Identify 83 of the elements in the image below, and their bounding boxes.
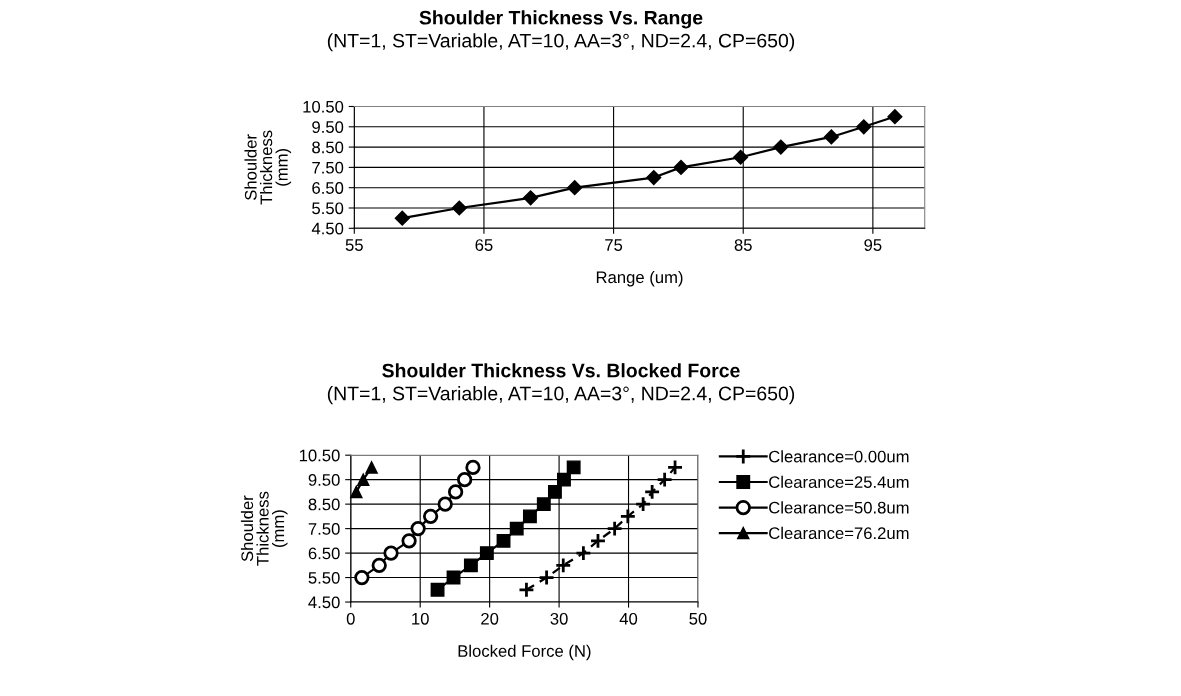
legend-label: Clearance=0.00um bbox=[769, 450, 909, 463]
point bbox=[547, 484, 562, 499]
legend-label: Clearance=50.8um bbox=[769, 501, 909, 514]
y-axis-title: Shoulder Thickness (mm) bbox=[244, 130, 292, 205]
x-tick-label: 50 bbox=[689, 612, 707, 625]
point bbox=[733, 149, 749, 165]
point bbox=[536, 497, 551, 512]
legend-label: Clearance=76.2um bbox=[769, 526, 909, 540]
point bbox=[554, 556, 572, 574]
point bbox=[518, 581, 535, 599]
y-tick-label: 5.50 bbox=[308, 571, 340, 584]
point bbox=[522, 509, 537, 524]
point bbox=[523, 190, 539, 206]
point bbox=[357, 473, 370, 486]
x-tick-label: 30 bbox=[550, 612, 568, 625]
y-tick-label: 7.50 bbox=[312, 161, 344, 174]
y-tick-label: 4.50 bbox=[311, 222, 344, 235]
point bbox=[354, 569, 370, 586]
point bbox=[394, 210, 410, 226]
point bbox=[365, 461, 378, 474]
point bbox=[410, 520, 426, 537]
point bbox=[383, 545, 399, 561]
point bbox=[567, 180, 583, 196]
point bbox=[430, 582, 445, 597]
y-tick-label: 9.50 bbox=[312, 121, 344, 133]
y-tick-label: 8.50 bbox=[308, 498, 340, 511]
y-axis-title: Shoulder Thickness (mm) bbox=[240, 491, 288, 566]
point bbox=[371, 557, 387, 573]
chart-title: Shoulder Thickness Vs. Range bbox=[419, 10, 703, 29]
x-tick-label: 40 bbox=[619, 612, 638, 625]
y-tick-label: 6.50 bbox=[312, 182, 344, 194]
point bbox=[350, 485, 363, 499]
point bbox=[673, 159, 689, 175]
point bbox=[422, 508, 439, 525]
x-tick-label: 85 bbox=[734, 239, 752, 251]
point bbox=[557, 472, 571, 487]
point bbox=[773, 139, 789, 155]
point bbox=[447, 484, 464, 500]
point bbox=[656, 471, 673, 488]
point bbox=[643, 483, 661, 501]
x-tick-label: 75 bbox=[605, 239, 623, 251]
x-tick-label: 55 bbox=[345, 239, 363, 251]
point bbox=[646, 169, 662, 186]
chart-subtitle: (NT=1, ST=Variable, AT=10, AA=3°, ND=2.4, CP=650) bbox=[327, 386, 795, 405]
point bbox=[619, 508, 637, 525]
x-tick-label: 20 bbox=[481, 612, 499, 625]
chart-subtitle: (NT=1, ST=Variable, AT=10, AA=3°, ND=2.4, CP=650) bbox=[327, 33, 795, 52]
point bbox=[538, 569, 555, 586]
point bbox=[463, 558, 478, 573]
x-tick-label: 10 bbox=[412, 612, 429, 625]
y-tick-label: 10.50 bbox=[303, 100, 344, 113]
x-tick-label: 95 bbox=[864, 239, 882, 251]
y-tick-label: 5.50 bbox=[312, 202, 344, 215]
x-axis-title: Blocked Force (N) bbox=[458, 644, 591, 661]
x-axis-title: Range (um) bbox=[596, 270, 683, 287]
y-tick-label: 8.50 bbox=[312, 141, 344, 154]
point bbox=[566, 460, 581, 475]
point bbox=[457, 472, 473, 488]
point bbox=[509, 521, 524, 536]
point bbox=[479, 546, 494, 561]
legend-label: Clearance=25.4um bbox=[769, 475, 909, 489]
y-tick-label: 7.50 bbox=[308, 523, 340, 535]
y-tick-label: 4.50 bbox=[308, 596, 340, 609]
point bbox=[451, 200, 467, 216]
point bbox=[401, 533, 417, 549]
x-tick-label: 65 bbox=[475, 239, 493, 251]
point bbox=[856, 119, 872, 135]
y-tick-label: 9.50 bbox=[308, 474, 340, 486]
y-tick-label: 10.50 bbox=[299, 449, 340, 462]
y-tick-label: 6.50 bbox=[308, 547, 340, 560]
point bbox=[575, 544, 592, 562]
x-tick-label: 0 bbox=[346, 612, 355, 625]
point bbox=[823, 129, 839, 145]
point bbox=[465, 459, 481, 476]
point bbox=[437, 496, 453, 512]
point bbox=[634, 495, 652, 513]
chart-title: Shoulder Thickness Vs. Blocked Force bbox=[382, 363, 740, 378]
point bbox=[666, 459, 684, 476]
point bbox=[887, 109, 903, 125]
point bbox=[446, 570, 461, 585]
point bbox=[606, 520, 623, 537]
point bbox=[496, 533, 511, 548]
point bbox=[589, 532, 607, 550]
